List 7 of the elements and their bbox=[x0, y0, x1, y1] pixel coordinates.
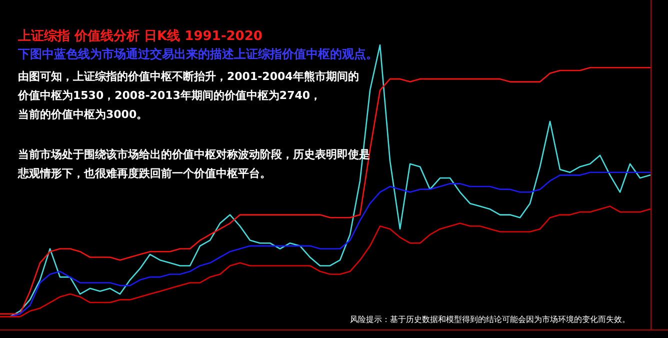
annotation: 由图可知，上证综指的价值中枢不断抬升，2001-2004年熊市期间的 bbox=[18, 70, 359, 83]
annotation: 风险提示：基于历史数据和模型得到的结论可能会因为市场环境的变化而失效。 bbox=[350, 315, 630, 324]
chart-subtitle: 下图中蓝色线为市场通过交易出来的描述上证综指价值中枢的观点。 bbox=[17, 47, 378, 61]
chart-title: 上证综指 价值线分析 日K线 1991-2020 bbox=[17, 28, 262, 44]
annotation: 价值中枢为1530，2008-2013年期间的价值中枢为2740， bbox=[17, 89, 322, 102]
annotation: 悲观情形下，也很难再度跌回前一个价值中枢平台。 bbox=[17, 167, 271, 180]
annotation: 当前的价值中枢为3000。 bbox=[18, 108, 148, 121]
